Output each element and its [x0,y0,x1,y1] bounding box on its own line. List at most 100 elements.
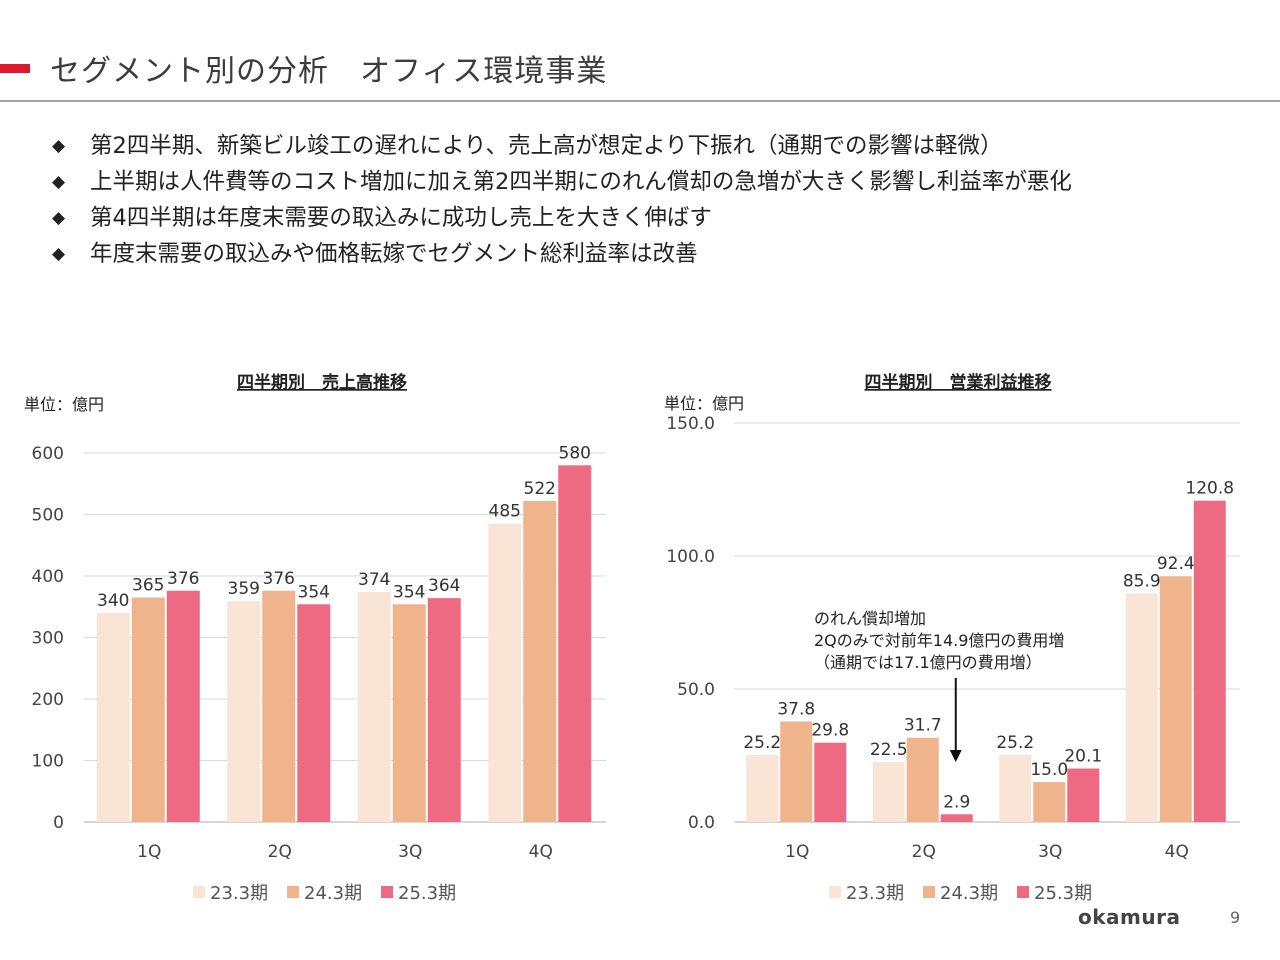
bar-24.3期-2Q [262,590,296,822]
data-label: 25.2 [743,733,781,753]
chart-title: 四半期別 売上高推移 [237,372,407,393]
y-tick-label: 100 [32,752,64,772]
data-label: 15.0 [1030,760,1068,780]
y-tick-label: 200 [32,690,64,710]
bullet-text: 年度末需要の取込みや価格転嫁でセグメント総利益率は改善 [90,241,698,267]
page-number: 9 [1230,908,1241,927]
legend-swatch [381,886,393,898]
data-label: 374 [358,570,390,590]
bar-23.3期-2Q [227,601,261,822]
bar-24.3期-4Q [1159,576,1192,822]
bar-25.3期-3Q [427,598,461,822]
title-divider [0,100,1280,102]
data-label: 354 [393,582,425,602]
bar-23.3期-2Q [872,762,905,822]
data-label: 354 [298,582,330,602]
legend-label: 25.3期 [398,883,456,904]
sales-unit-label: 単位：億円 [24,395,105,414]
title-accent-bar [0,64,30,73]
data-label: 25.2 [996,733,1034,753]
x-tick-label: 4Q [1165,842,1189,862]
bar-24.3期-4Q [523,500,557,822]
data-label: 364 [428,576,460,596]
legend-swatch [829,886,841,898]
y-tick-label: 150.0 [666,414,715,434]
y-tick-label: 500 [32,506,64,526]
data-label: 485 [489,502,521,522]
legend-label: 25.3期 [1034,883,1092,904]
profit-unit-label: 単位：億円 [664,394,745,413]
data-label: 580 [559,443,591,463]
bullet-text: 第2四半期、新築ビル竣工の遅れにより、売上高が想定より下振れ（通期での影響は軽微… [90,133,1003,159]
data-label: 92.4 [1157,554,1195,574]
bar-24.3期-2Q [906,737,939,822]
data-label: 20.1 [1064,747,1102,767]
y-tick-label: 300 [32,629,64,649]
data-label: 29.8 [811,721,849,741]
bullet-text: 上半期は人件費等のコスト増加に加え第2四半期にのれん償却の急増が大きく影響し利益… [90,169,1072,195]
bar-24.3期-3Q [392,604,426,822]
bar-24.3期-1Q [131,597,165,822]
y-tick-label: 0.0 [688,813,715,833]
data-label: 85.9 [1123,572,1161,592]
legend-swatch [923,886,935,898]
bullet-text: 第4四半期は年度末需要の取込みに成功し売上を大きく伸ばす [90,205,712,231]
bar-23.3期-3Q [999,754,1032,822]
data-label: 365 [132,576,164,596]
operating-profit-chart: 四半期別 営業利益推移 0.0 50.0 100.0 150.0 25.2 37.829.8… [666,372,1240,904]
okamura-logo: okamura [1078,905,1181,929]
x-tick-label: 2Q [268,842,292,862]
data-label: 120.8 [1185,479,1234,499]
bullet-item: ◆ 年度末需要の取込みや価格転嫁でセグメント総利益率は改善 [52,236,1072,272]
data-label: 37.8 [777,699,815,719]
bar-23.3期-1Q [746,754,779,822]
data-label: 522 [524,479,556,499]
legend-label: 24.3期 [304,883,362,904]
bar-25.3期-2Q [940,814,973,822]
data-label: 2.9 [943,792,970,812]
annotation-text: （通期では17.1億円の費用増） [814,653,1042,672]
x-tick-label: 1Q [785,842,809,862]
y-tick-label: 600 [32,444,64,464]
x-tick-label: 1Q [137,842,161,862]
x-tick-label: 3Q [1038,842,1062,862]
data-label: 376 [167,569,199,589]
bar-24.3期-3Q [1033,782,1066,822]
data-label: 340 [97,591,129,611]
diamond-bullet-icon: ◆ [52,136,66,156]
data-label: 22.5 [870,740,908,760]
diamond-bullet-icon: ◆ [52,244,66,264]
legend-label: 24.3期 [940,883,998,904]
bar-23.3期-4Q [1125,593,1158,822]
bar-25.3期-1Q [166,590,200,822]
diamond-bullet-icon: ◆ [52,208,66,228]
bar-25.3期-4Q [558,465,592,822]
bar-25.3期-4Q [1193,500,1226,822]
annotation-text: のれん償却増加 [814,609,926,628]
bullet-list: ◆ 第2四半期、新築ビル竣工の遅れにより、売上高が想定より下振れ（通期での影響は軽… [52,128,1072,272]
data-label: 376 [263,569,295,589]
legend-label: 23.3期 [846,883,904,904]
chart-title: 四半期別 営業利益推移 [865,372,1052,393]
bar-23.3期-3Q [357,591,391,822]
x-tick-label: 4Q [529,842,553,862]
page-title: セグメント別の分析 オフィス環境事業 [50,54,608,89]
bar-25.3期-2Q [297,604,331,822]
y-tick-label: 400 [32,567,64,587]
annotation-arrowhead-icon [949,750,962,762]
bar-25.3期-1Q [814,742,847,822]
bar-23.3期-1Q [96,612,130,822]
legend-swatch [193,886,205,898]
bullet-item: ◆ 第2四半期、新築ビル竣工の遅れにより、売上高が想定より下振れ（通期での影響は軽… [52,128,1072,164]
bullet-item: ◆ 上半期は人件費等のコスト増加に加え第2四半期にのれん償却の急増が大きく影響し利… [52,164,1072,200]
bar-23.3期-4Q [488,523,522,822]
legend-swatch [1017,886,1029,898]
y-tick-label: 0 [53,813,64,833]
bullet-item: ◆ 第4四半期は年度末需要の取込みに成功し売上を大きく伸ばす [52,200,1072,236]
x-tick-label: 2Q [912,842,936,862]
bar-24.3期-1Q [780,721,813,822]
legend-label: 23.3期 [210,883,268,904]
diamond-bullet-icon: ◆ [52,172,66,192]
x-tick-label: 3Q [398,842,422,862]
